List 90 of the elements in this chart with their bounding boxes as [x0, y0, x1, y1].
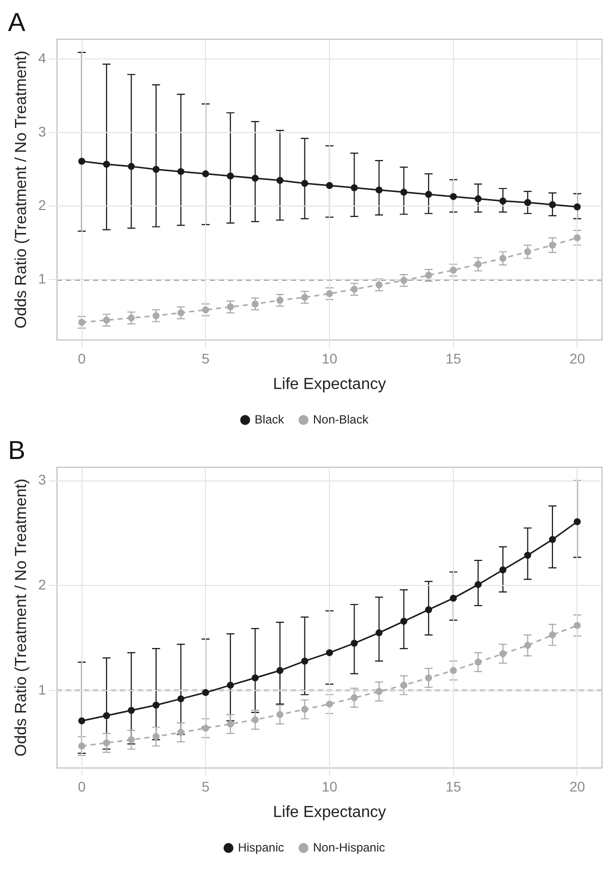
point: [499, 198, 506, 204]
point: [326, 649, 333, 656]
point: [400, 618, 408, 625]
point: [524, 552, 532, 559]
point: [252, 674, 259, 682]
point: [301, 180, 308, 187]
y-tick-label: 2: [38, 197, 46, 214]
point: [376, 629, 383, 636]
point: [548, 201, 556, 208]
y-axis-title: Odds Ratio (Treatment / No Treatment): [13, 50, 30, 328]
point: [152, 702, 160, 709]
x-tick-label: 0: [78, 350, 86, 366]
point: [474, 195, 482, 202]
point: [276, 176, 284, 184]
y-axis-title: Odds Ratio (Treatment / No Treatment): [13, 478, 30, 756]
point: [574, 203, 581, 210]
point: [252, 716, 259, 724]
point: [177, 695, 184, 702]
x-tick-label: 20: [569, 350, 586, 366]
point: [474, 658, 482, 666]
point: [548, 631, 556, 638]
legend-label: Hispanic: [238, 840, 284, 854]
point: [350, 640, 358, 647]
y-tick-label: 2: [38, 576, 46, 592]
point: [574, 518, 581, 526]
point: [376, 688, 383, 695]
point: [202, 724, 210, 732]
x-tick-label: 10: [322, 778, 338, 794]
point: [152, 166, 160, 173]
point: [177, 168, 184, 176]
point: [202, 170, 210, 178]
point: [128, 736, 135, 744]
point: [425, 674, 432, 682]
point: [574, 622, 581, 629]
point: [400, 682, 408, 689]
point: [326, 182, 333, 190]
point: [276, 711, 284, 718]
point: [450, 193, 457, 200]
x-tick-label: 10: [322, 350, 338, 366]
point: [499, 566, 506, 574]
point: [128, 162, 135, 170]
chart-title: B: [8, 434, 26, 465]
point: [350, 184, 358, 192]
point: [326, 700, 333, 708]
point: [103, 739, 110, 746]
point: [78, 742, 86, 750]
point: [350, 694, 358, 702]
point: [301, 658, 308, 665]
y-tick-label: 1: [38, 270, 46, 287]
x-tick-label: 0: [78, 778, 86, 794]
point: [400, 188, 408, 196]
x-tick-label: 15: [446, 350, 462, 366]
y-tick-label: 3: [38, 123, 46, 140]
point: [450, 667, 457, 674]
point: [128, 706, 135, 714]
x-tick-label: 5: [202, 778, 210, 794]
point: [103, 160, 110, 168]
point: [548, 536, 556, 544]
point: [474, 581, 482, 588]
legend-label: Non-Black: [312, 412, 370, 426]
legend-label: Black: [254, 412, 285, 426]
point: [425, 606, 432, 614]
point: [450, 594, 457, 602]
point: [152, 733, 160, 740]
point: [78, 158, 86, 165]
x-tick-label: 15: [446, 778, 462, 794]
point: [202, 689, 210, 696]
legend-label: Non-Hispanic: [312, 840, 386, 854]
point: [376, 186, 383, 194]
x-axis-title: Life Expectancy: [273, 804, 386, 821]
x-tick-label: 20: [569, 778, 586, 794]
chart-title: A: [8, 6, 26, 37]
point: [524, 642, 532, 649]
point: [78, 717, 86, 724]
point: [524, 198, 532, 206]
y-tick-label: 4: [38, 50, 46, 66]
point: [252, 174, 259, 182]
point: [103, 712, 110, 720]
point: [226, 682, 234, 689]
point: [226, 172, 234, 180]
point: [499, 650, 506, 658]
x-tick-label: 5: [202, 350, 210, 366]
point: [226, 720, 234, 728]
x-axis-title: Life Expectancy: [273, 376, 386, 393]
y-tick-label: 1: [38, 681, 46, 698]
point: [276, 667, 284, 674]
y-tick-label: 3: [38, 472, 46, 488]
point: [301, 706, 308, 713]
point: [177, 728, 184, 736]
point: [425, 190, 432, 198]
